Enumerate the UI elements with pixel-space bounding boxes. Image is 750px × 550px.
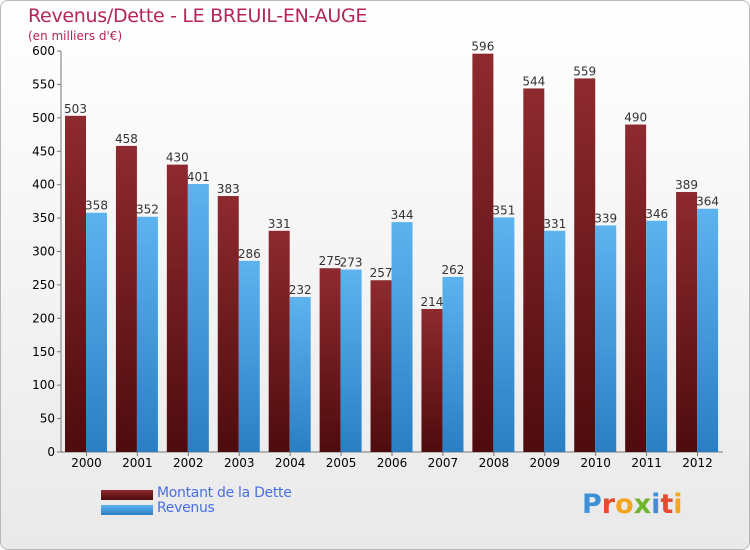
- x-tick-label: 2004: [275, 456, 306, 470]
- data-label-revenus: 351: [492, 203, 515, 217]
- data-label-revenus: 358: [85, 199, 108, 213]
- x-tick-label: 2003: [224, 456, 255, 470]
- data-label-dette: 331: [268, 217, 291, 231]
- data-label-revenus: 352: [136, 203, 159, 217]
- bar-revenus: [289, 296, 311, 452]
- x-tick-label: 2005: [326, 456, 357, 470]
- legend-label-revenus: Revenus: [157, 500, 215, 516]
- bar-revenus: [238, 260, 260, 452]
- y-tick-label: 200: [32, 311, 55, 325]
- bar-dette: [370, 280, 392, 452]
- data-label-dette: 544: [522, 74, 545, 88]
- data-label-revenus: 364: [696, 195, 719, 209]
- data-label-revenus: 344: [391, 208, 414, 222]
- data-label-dette: 458: [115, 132, 138, 146]
- y-tick-label: 400: [32, 178, 55, 192]
- data-label-dette: 490: [624, 111, 647, 125]
- bar-dette: [217, 196, 239, 452]
- y-tick-label: 0: [47, 445, 55, 459]
- data-label-dette: 389: [675, 178, 698, 192]
- bar-revenus: [697, 208, 719, 452]
- chart-subtitle: (en milliers d'€): [28, 29, 123, 43]
- bar-revenus: [493, 217, 515, 452]
- legend-label-dette: Montant de la Dette: [157, 485, 292, 501]
- x-tick-label: 2008: [479, 456, 510, 470]
- bar-dette: [574, 78, 596, 452]
- y-tick-label: 250: [32, 278, 55, 292]
- y-tick-label: 100: [32, 378, 55, 392]
- data-label-dette: 275: [319, 254, 342, 268]
- data-label-dette: 257: [370, 266, 393, 280]
- data-label-revenus: 273: [340, 256, 363, 270]
- bar-revenus: [595, 225, 617, 452]
- bar-dette: [421, 308, 443, 452]
- bar-dette: [472, 53, 494, 452]
- x-tick-label: 2002: [173, 456, 204, 470]
- bar-dette: [268, 230, 290, 452]
- legend-swatch-revenus: [101, 505, 153, 515]
- data-label-revenus: 331: [543, 217, 566, 231]
- bar-revenus: [340, 269, 362, 452]
- bar-revenus: [646, 220, 668, 452]
- bar-dette: [115, 145, 137, 453]
- x-tick-label: 2012: [682, 456, 713, 470]
- data-label-revenus: 339: [594, 211, 617, 225]
- data-label-dette: 383: [217, 182, 240, 196]
- bar-dette: [523, 88, 545, 452]
- x-tick-label: 2010: [580, 456, 611, 470]
- y-tick-label: 500: [32, 111, 55, 125]
- data-label-revenus: 346: [645, 207, 668, 221]
- y-tick-label: 600: [32, 44, 55, 58]
- bar-revenus: [442, 276, 464, 452]
- proxiti-logo: Proxiti: [582, 489, 683, 520]
- data-label-revenus: 401: [187, 170, 210, 184]
- chart-title: Revenus/Dette - LE BREUIL-EN-AUGE: [28, 5, 368, 27]
- bar-revenus: [136, 216, 158, 452]
- bar-dette: [319, 268, 341, 452]
- bar-dette: [625, 124, 647, 453]
- x-tick-label: 2011: [631, 456, 662, 470]
- bar-revenus: [391, 222, 413, 452]
- data-label-revenus: 232: [289, 283, 312, 297]
- bar-revenus: [544, 230, 566, 452]
- x-tick-label: 2007: [428, 456, 459, 470]
- x-tick-label: 2001: [122, 456, 153, 470]
- data-label-dette: 214: [421, 295, 444, 309]
- data-label-dette: 430: [166, 151, 189, 165]
- y-tick-label: 150: [32, 345, 55, 359]
- bar-revenus: [187, 183, 209, 452]
- bar-dette: [166, 164, 188, 452]
- bar-revenus: [86, 212, 107, 452]
- data-label-revenus: 262: [442, 263, 465, 277]
- bar-dette: [65, 115, 86, 452]
- x-tick-label: 2000: [71, 456, 102, 470]
- bar-dette: [676, 192, 698, 453]
- x-tick-label: 2009: [529, 456, 560, 470]
- y-tick-label: 300: [32, 245, 55, 259]
- y-tick-label: 50: [40, 412, 55, 426]
- data-label-revenus: 286: [238, 247, 261, 261]
- legend-swatch-dette: [101, 490, 153, 500]
- y-tick-label: 550: [32, 77, 55, 91]
- x-tick-label: 2006: [377, 456, 408, 470]
- y-tick-label: 450: [32, 144, 55, 158]
- data-label-dette: 503: [64, 102, 87, 116]
- y-tick-label: 350: [32, 211, 55, 225]
- data-label-dette: 559: [573, 64, 596, 78]
- data-label-dette: 596: [471, 40, 494, 54]
